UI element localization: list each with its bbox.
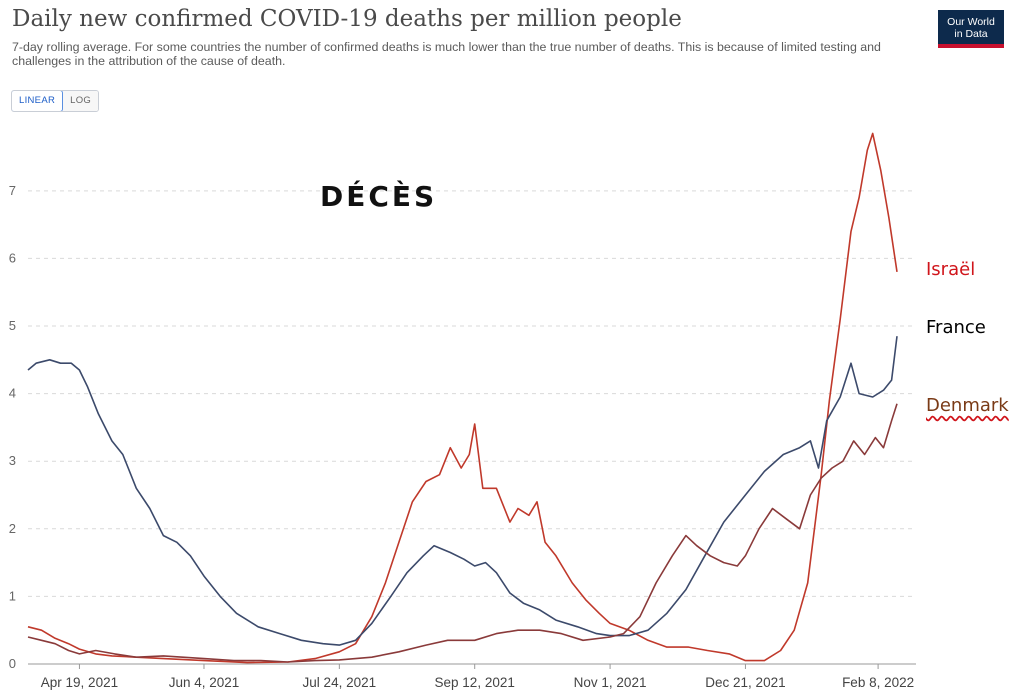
log-scale-button[interactable]: LOG bbox=[63, 91, 99, 111]
grid-lines bbox=[28, 190, 916, 665]
series-label-france: France bbox=[926, 317, 986, 338]
chart-title: Daily new confirmed COVID-19 deaths per … bbox=[12, 6, 682, 32]
logo-line-1: Our World bbox=[947, 16, 995, 28]
x-tick-label: Jul 24, 2021 bbox=[303, 675, 377, 690]
series-lines bbox=[27, 132, 898, 664]
y-tick-label: 6 bbox=[9, 250, 16, 265]
y-tick-label: 2 bbox=[9, 521, 16, 536]
y-tick-label: 4 bbox=[9, 386, 16, 401]
y-axis-ticks: 0 1 2 3 4 5 6 7 bbox=[9, 183, 16, 671]
series-line-denmark bbox=[27, 403, 898, 663]
series-line-france bbox=[27, 336, 898, 646]
owid-logo[interactable]: Our World in Data bbox=[938, 10, 1004, 48]
chart-subtitle: 7-day rolling average. For some countrie… bbox=[12, 40, 881, 68]
scale-toggle: LINEAR LOG bbox=[11, 90, 100, 112]
series-label-denmark: Denmark bbox=[926, 395, 1009, 416]
linear-scale-button[interactable]: LINEAR bbox=[12, 91, 64, 111]
x-tick-label: Feb 8, 2022 bbox=[842, 675, 914, 690]
logo-line-2: in Data bbox=[954, 28, 988, 40]
x-tick-label: Dec 21, 2021 bbox=[705, 675, 785, 690]
x-tick-label: Jun 4, 2021 bbox=[169, 675, 240, 690]
annotation-deces: DÉCÈS bbox=[320, 180, 438, 213]
y-tick-label: 3 bbox=[9, 453, 16, 468]
x-tick-label: Nov 1, 2021 bbox=[574, 675, 647, 690]
y-tick-label: 7 bbox=[9, 183, 16, 198]
x-tick-label: Apr 19, 2021 bbox=[41, 675, 118, 690]
series-line-israel bbox=[27, 132, 898, 664]
y-tick-label: 0 bbox=[9, 656, 16, 671]
series-label-israel: Israël bbox=[926, 259, 976, 280]
y-tick-label: 5 bbox=[9, 318, 16, 333]
x-axis-ticks: Apr 19, 2021 Jun 4, 2021 Jul 24, 2021 Sep 1… bbox=[41, 664, 914, 690]
x-tick-label: Sep 12, 2021 bbox=[435, 675, 515, 690]
y-tick-label: 1 bbox=[9, 588, 16, 603]
